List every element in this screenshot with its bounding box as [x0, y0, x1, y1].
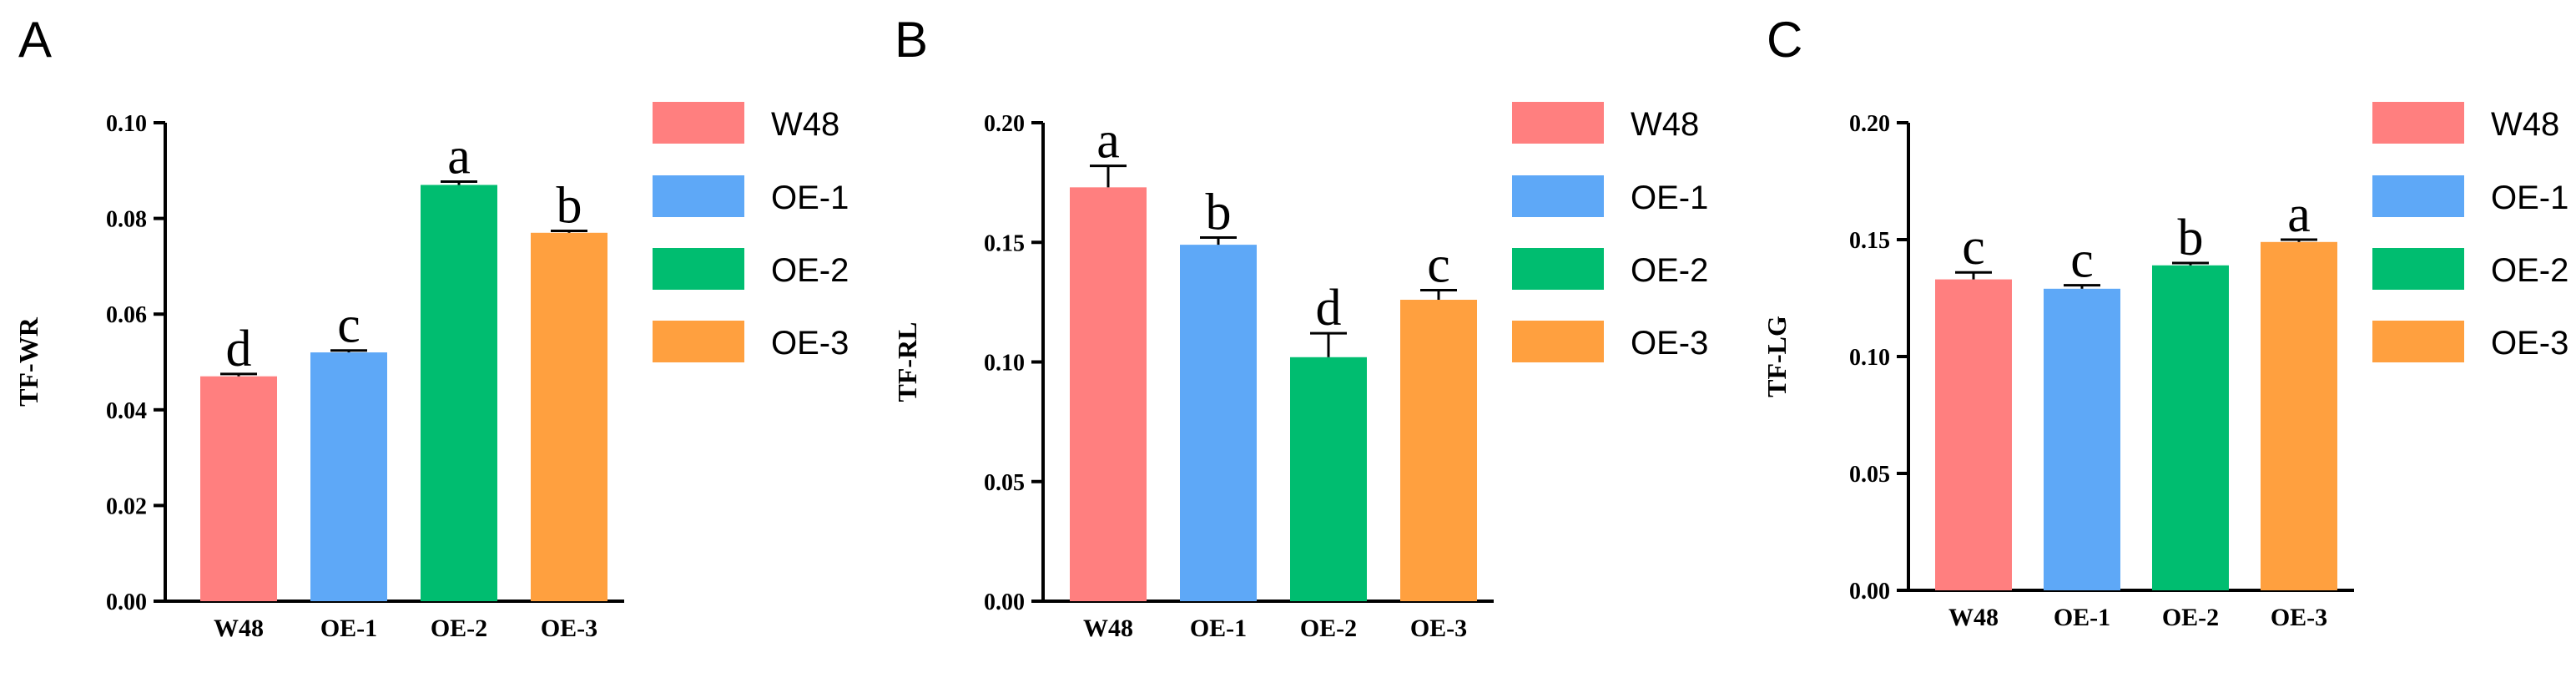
legend: W48 OE-1 OE-2 OE-3: [1512, 102, 1708, 362]
y-axis-label: TF-WR: [13, 316, 43, 407]
x-tick-label: OE-3: [541, 615, 597, 642]
y-tick-label: 0.20: [1849, 111, 1890, 137]
legend: W48 OE-1 OE-2 OE-3: [2372, 102, 2568, 362]
bar-oe-3: [2261, 241, 2337, 590]
x-tick-label: OE-3: [1410, 615, 1467, 642]
legend-swatch: [2372, 321, 2464, 362]
y-tick-label: 0.04: [106, 398, 147, 424]
x-tick-label: OE-2: [431, 615, 487, 642]
legend-label: OE-3: [2491, 325, 2568, 362]
significance-letter: a: [447, 128, 471, 185]
y-tick-label: 0.00: [1849, 579, 1890, 605]
y-tick-label: 0.05: [984, 470, 1025, 496]
bar-oe-1: [1180, 245, 1257, 601]
legend-swatch: [653, 248, 744, 290]
legend-label: OE-3: [1631, 325, 1708, 362]
bar-oe-2: [421, 185, 497, 602]
y-tick-label: 0.15: [984, 230, 1025, 256]
y-tick-label: 0.00: [984, 589, 1025, 615]
y-tick-label: 0.10: [106, 111, 147, 137]
x-tick-label: OE-2: [1300, 615, 1357, 642]
x-tick-label: W48: [1083, 615, 1133, 642]
x-tick-label: W48: [214, 615, 264, 642]
legend-swatch: [1512, 102, 1604, 144]
significance-letter: d: [1316, 280, 1342, 336]
y-tick-label: 0.05: [1849, 462, 1890, 488]
bar-oe-3: [531, 232, 607, 601]
y-tick-label: 0.06: [106, 302, 147, 328]
bar-oe-2: [1290, 357, 1367, 601]
legend-label: OE-2: [771, 252, 849, 289]
panel-label: C: [1767, 12, 1802, 68]
bar-w48: [200, 376, 277, 601]
y-tick-label: 0.10: [984, 351, 1025, 377]
significance-letter: c: [1427, 237, 1450, 294]
legend-label: W48: [2491, 106, 2559, 143]
y-axis-label: TF-LG: [1762, 316, 1792, 397]
legend-label: OE-1: [2491, 180, 2568, 216]
significance-letter: a: [2287, 186, 2311, 243]
y-tick-label: 0.00: [106, 589, 147, 615]
y-tick-label: 0.02: [106, 493, 147, 519]
significance-letter: d: [226, 321, 252, 377]
legend-label: W48: [1631, 106, 1699, 143]
bar-w48: [1070, 187, 1147, 602]
chart-panel-b: B 0.00 0.05 0.10 0.15 0.20 TF-RL a W48 b OE-1 d OE-2…: [892, 12, 1708, 642]
y-tick-label: 0.15: [1849, 228, 1890, 254]
chart-panel-c: C 0.00 0.05 0.10 0.15 0.20 TF-LG c W48 c OE-1 b OE-2…: [1762, 12, 2568, 631]
legend-swatch: [653, 175, 744, 217]
significance-letter: b: [557, 177, 582, 234]
legend-swatch: [1512, 248, 1604, 290]
bar-w48: [1935, 279, 2012, 590]
bar-oe-1: [310, 352, 387, 601]
y-tick-label: 0.10: [1849, 345, 1890, 371]
legend-label: OE-2: [2491, 252, 2568, 289]
x-tick-label: OE-1: [320, 615, 377, 642]
legend-swatch: [653, 102, 744, 144]
x-tick-label: OE-1: [1190, 615, 1247, 642]
legend-label: OE-1: [1631, 180, 1708, 216]
legend-label: OE-2: [1631, 252, 1708, 289]
significance-letter: c: [2070, 232, 2094, 289]
x-tick-label: OE-2: [2162, 604, 2219, 631]
significance-letter: c: [1962, 219, 1985, 276]
legend-swatch: [2372, 248, 2464, 290]
legend-swatch: [1512, 321, 1604, 362]
bar-oe-1: [2044, 288, 2120, 590]
significance-letter: a: [1096, 113, 1120, 170]
bar-oe-3: [1400, 300, 1477, 601]
legend-label: W48: [771, 106, 839, 143]
legend-swatch: [2372, 175, 2464, 217]
panel-label: B: [895, 12, 928, 68]
chart-panel-a: A 0.00 0.02 0.04 0.06 0.08 0.10 TF-WR d W48 c OE-1 a…: [13, 12, 849, 642]
panel-label: A: [18, 12, 52, 68]
legend-swatch: [1512, 175, 1604, 217]
legend-label: OE-3: [771, 325, 849, 362]
x-tick-label: OE-3: [2271, 604, 2327, 631]
y-tick-label: 0.20: [984, 111, 1025, 137]
x-tick-label: W48: [1948, 604, 1999, 631]
y-axis-label: TF-RL: [892, 322, 922, 402]
legend-label: OE-1: [771, 180, 849, 216]
significance-letter: b: [1206, 185, 1232, 241]
bar-oe-2: [2152, 265, 2229, 590]
legend-swatch: [2372, 102, 2464, 144]
legend: W48 OE-1 OE-2 OE-3: [653, 102, 849, 362]
x-tick-label: OE-1: [2054, 604, 2110, 631]
significance-letter: c: [337, 297, 360, 354]
legend-swatch: [653, 321, 744, 362]
significance-letter: b: [2178, 210, 2204, 266]
y-tick-label: 0.08: [106, 207, 147, 233]
